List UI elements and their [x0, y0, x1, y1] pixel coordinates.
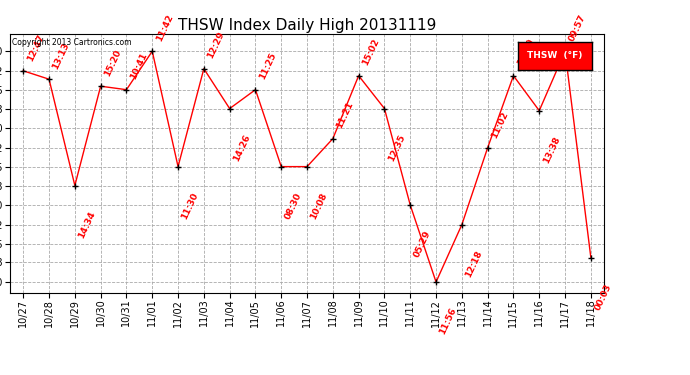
Text: 11:02: 11:02 [490, 110, 510, 140]
Text: 15:02: 15:02 [361, 38, 381, 68]
Text: 12:47: 12:47 [26, 33, 46, 62]
Text: 11:25: 11:25 [257, 51, 278, 81]
Text: 05:29: 05:29 [413, 230, 433, 259]
Text: 14:26: 14:26 [232, 133, 252, 163]
Text: 11:56: 11:56 [438, 306, 458, 336]
Text: 00:03: 00:03 [593, 282, 613, 311]
Text: 11:30: 11:30 [180, 191, 200, 221]
Text: 08:30: 08:30 [284, 191, 304, 220]
Title: THSW Index Daily High 20131119: THSW Index Daily High 20131119 [178, 18, 436, 33]
Text: 13:38: 13:38 [542, 135, 562, 165]
Text: 12:18: 12:18 [464, 249, 484, 279]
Text: 13:13: 13:13 [51, 41, 71, 71]
Text: 10:08: 10:08 [309, 191, 329, 220]
Text: 11:42: 11:42 [155, 13, 175, 43]
Text: 09:57: 09:57 [567, 13, 587, 43]
Text: 15:20: 15:20 [103, 48, 123, 78]
Text: 12:29: 12:29 [206, 30, 226, 60]
Text: 13:10: 13:10 [515, 38, 535, 68]
Text: 10:41: 10:41 [128, 51, 149, 81]
Text: 11:21: 11:21 [335, 100, 355, 130]
Text: 14:34: 14:34 [77, 210, 97, 240]
Text: 12:35: 12:35 [386, 133, 407, 163]
Text: Copyright 2013 Cartronics.com: Copyright 2013 Cartronics.com [12, 38, 131, 46]
